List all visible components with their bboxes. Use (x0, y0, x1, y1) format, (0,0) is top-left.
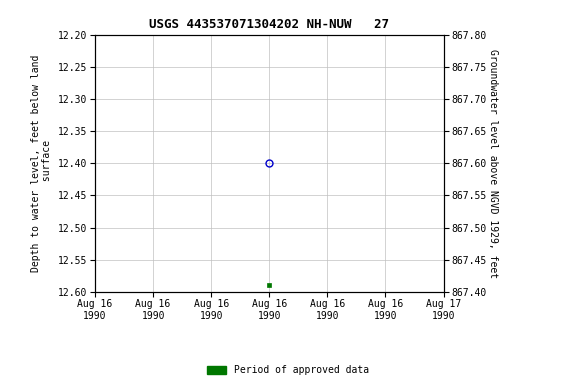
Legend: Period of approved data: Period of approved data (203, 361, 373, 379)
Y-axis label: Groundwater level above NGVD 1929, feet: Groundwater level above NGVD 1929, feet (487, 49, 498, 278)
Y-axis label: Depth to water level, feet below land
 surface: Depth to water level, feet below land su… (31, 55, 52, 272)
Title: USGS 443537071304202 NH-NUW   27: USGS 443537071304202 NH-NUW 27 (149, 18, 389, 31)
